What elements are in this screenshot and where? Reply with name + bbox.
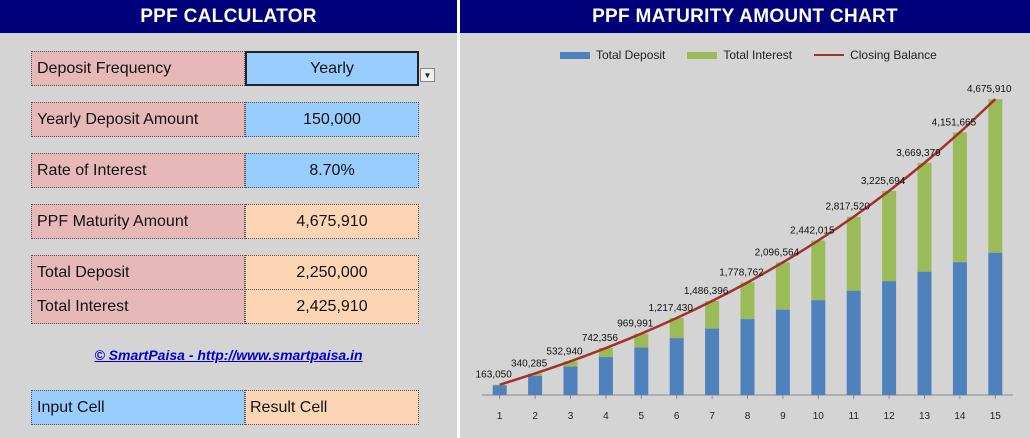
ppf-chart: 1 2 3 4 5 6 7 8 9 10 11 12 13 14 15163,050340,285532,9… <box>476 84 1013 422</box>
ppf-calculator-panel: PPF CALCULATOR Deposit Frequency Yearly … <box>0 0 457 438</box>
deposit-bar <box>598 357 613 395</box>
x-tick-label: 7 <box>709 411 715 422</box>
chart-legend: Total Deposit Total Interest Closing Bal… <box>560 48 937 62</box>
cell-legend-row: Input Cell Result Cell <box>31 390 419 425</box>
balance-data-label: 1,778,762 <box>719 267 764 278</box>
interest-bar <box>846 216 861 291</box>
deposit-bar <box>740 319 755 395</box>
rate-input[interactable]: 8.70% <box>245 153 419 188</box>
balance-data-label: 2,442,015 <box>790 226 835 237</box>
deposit-amount-row: Yearly Deposit Amount 150,000 <box>31 102 419 137</box>
x-tick-label: 12 <box>884 411 896 422</box>
x-tick-label: 11 <box>849 411 860 422</box>
x-tick-label: 8 <box>745 411 751 422</box>
x-tick-label: 5 <box>639 411 645 422</box>
total-deposit-label: Total Deposit <box>31 255 245 290</box>
maturity-label: PPF Maturity Amount <box>31 204 245 239</box>
balance-data-label: 1,217,430 <box>648 303 693 314</box>
closing-balance-line <box>499 98 997 386</box>
interest-bar <box>634 333 649 348</box>
deposit-bar <box>775 309 790 395</box>
panel-divider <box>457 0 460 438</box>
deposit-bar <box>492 385 507 395</box>
interest-bar <box>669 317 684 339</box>
interest-bar <box>492 384 507 386</box>
deposit-bar <box>528 376 543 395</box>
legend-label-balance: Closing Balance <box>850 48 937 62</box>
legend-swatch-deposit <box>560 51 590 59</box>
deposit-amount-input[interactable]: 150,000 <box>245 102 419 137</box>
deposit-bar <box>811 300 826 395</box>
interest-bar <box>917 162 932 272</box>
deposit-frequency-row: Deposit Frequency Yearly <box>31 51 419 86</box>
rate-row: Rate of Interest 8.70% <box>31 153 419 188</box>
total-interest-row: Total Interest 2,425,910 <box>31 289 419 324</box>
legend-label-interest: Total Interest <box>723 48 793 62</box>
maturity-value: 4,675,910 <box>245 204 419 239</box>
interest-bar <box>811 240 826 301</box>
input-cell-legend: Input Cell <box>31 390 245 425</box>
result-cell-legend: Result Cell <box>245 390 419 425</box>
x-tick-label: 6 <box>674 411 680 422</box>
interest-bar <box>598 348 613 358</box>
interest-bar <box>563 361 578 367</box>
deposit-bar <box>882 281 897 395</box>
rate-label: Rate of Interest <box>31 153 245 188</box>
smartpaisa-link[interactable]: © SmartPaisa - http://www.smartpaisa.in <box>94 347 363 363</box>
deposit-bar <box>705 328 720 395</box>
legend-swatch-balance <box>814 54 845 56</box>
maturity-row: PPF Maturity Amount 4,675,910 <box>31 204 419 239</box>
balance-data-label: 163,050 <box>476 370 513 381</box>
legend-swatch-interest <box>687 51 718 59</box>
balance-data-label: 2,817,520 <box>825 202 870 213</box>
legend-item-deposit: Total Deposit <box>560 48 665 62</box>
x-tick-label: 15 <box>990 411 1002 422</box>
balance-data-label: 742,356 <box>582 333 619 344</box>
x-tick-label: 13 <box>919 411 931 422</box>
calculator-title: PPF CALCULATOR <box>0 0 457 33</box>
legend-item-interest: Total Interest <box>687 48 792 62</box>
deposit-bar <box>846 290 861 395</box>
balance-data-label: 3,669,379 <box>896 148 941 159</box>
deposit-bar <box>634 347 649 395</box>
deposit-bar <box>952 262 967 395</box>
total-deposit-row: Total Deposit 2,250,000 <box>31 255 419 290</box>
x-tick-label: 10 <box>813 411 825 422</box>
x-tick-label: 2 <box>532 411 538 422</box>
balance-data-label: 3,225,694 <box>861 176 906 187</box>
deposit-frequency-select[interactable]: Yearly <box>245 51 419 86</box>
chart-title: PPF MATURITY AMOUNT CHART <box>460 0 1030 33</box>
interest-bar <box>775 262 790 310</box>
legend-item-balance: Closing Balance <box>814 48 937 62</box>
deposit-bar <box>917 271 932 395</box>
x-tick-label: 14 <box>954 411 966 422</box>
total-interest-value: 2,425,910 <box>245 289 419 324</box>
balance-data-label: 1,486,396 <box>684 286 729 297</box>
balance-data-label: 969,991 <box>617 319 654 330</box>
x-tick-label: 1 <box>497 411 503 422</box>
interest-bar <box>740 282 755 320</box>
legend-label-deposit: Total Deposit <box>596 48 666 62</box>
interest-bar <box>882 190 897 282</box>
interest-bar <box>952 132 967 263</box>
balance-data-label: 2,096,564 <box>755 247 800 258</box>
deposit-bar <box>669 338 684 395</box>
total-interest-label: Total Interest <box>31 289 245 324</box>
interest-bar <box>705 300 720 329</box>
x-tick-label: 9 <box>780 411 786 422</box>
x-tick-label: 4 <box>603 411 609 422</box>
balance-data-label: 4,675,910 <box>967 84 1012 95</box>
interest-bar <box>988 99 1003 253</box>
deposit-amount-label: Yearly Deposit Amount <box>31 102 245 137</box>
deposit-bar <box>988 252 1003 395</box>
balance-data-label: 340,285 <box>511 358 548 369</box>
balance-data-label: 4,151,665 <box>932 117 977 128</box>
deposit-bar <box>563 366 578 395</box>
dropdown-arrow-icon[interactable]: ▼ <box>420 68 435 82</box>
balance-data-label: 532,940 <box>546 346 583 357</box>
total-deposit-value: 2,250,000 <box>245 255 419 290</box>
x-tick-label: 3 <box>568 411 574 422</box>
chart-panel: PPF MATURITY AMOUNT CHART Total Deposit … <box>460 0 1030 438</box>
deposit-frequency-label: Deposit Frequency <box>31 51 245 86</box>
